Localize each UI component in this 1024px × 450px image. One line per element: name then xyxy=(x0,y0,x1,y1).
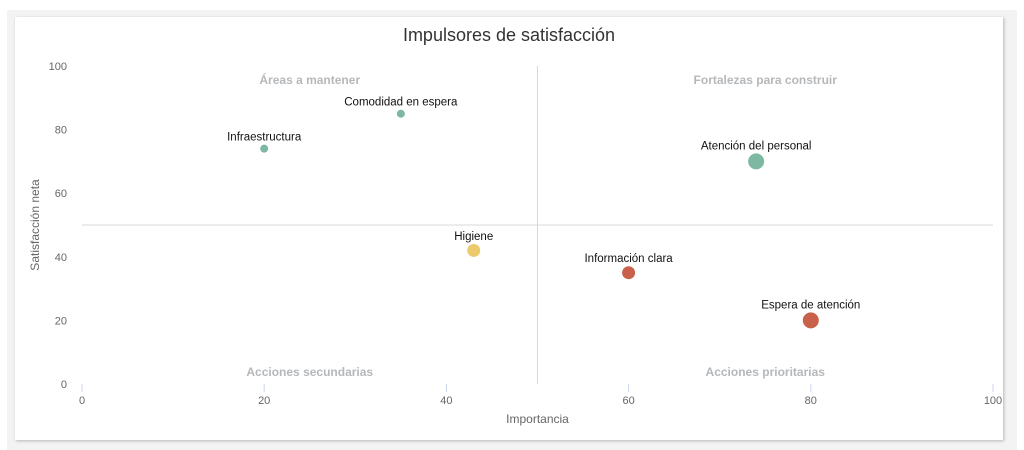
data-point[interactable] xyxy=(396,109,405,118)
y-tick-label: 40 xyxy=(55,252,67,264)
chart-card: Impulsores de satisfacción 0 20 40 60 80 100 0… xyxy=(15,17,1003,440)
x-tick-label: 80 xyxy=(805,395,817,407)
x-tick-label: 0 xyxy=(79,395,85,407)
data-point[interactable] xyxy=(467,243,481,257)
quadrant-label: Acciones prioritarias xyxy=(706,365,826,379)
y-tick-label: 0 xyxy=(61,379,67,391)
x-tick-label: 20 xyxy=(258,395,270,407)
data-point-label: Información clara xyxy=(584,253,673,265)
data-point-label: Atención del personal xyxy=(701,140,812,152)
data-point-label: Comodidad en espera xyxy=(344,97,458,109)
y-tick-label: 80 xyxy=(55,125,67,137)
data-point[interactable] xyxy=(802,312,819,329)
data-point-label: Higiene xyxy=(454,231,493,243)
quadrant-label: Áreas a mantener xyxy=(259,72,360,87)
quadrant-label: Fortalezas para construir xyxy=(694,73,838,87)
y-tick-label: 100 xyxy=(49,61,67,73)
quadrant-label: Acciones secundarias xyxy=(246,365,373,379)
data-point[interactable] xyxy=(260,144,269,153)
x-tick-label: 100 xyxy=(984,395,1002,407)
data-point[interactable] xyxy=(622,266,636,280)
x-tick-label: 40 xyxy=(440,395,452,407)
x-axis-label: Importancia xyxy=(506,412,569,426)
y-tick-label: 20 xyxy=(55,315,67,327)
data-point-label: Infraestructura xyxy=(227,132,302,144)
scatter-plot: 0 20 40 60 80 100 0 20 40 60 80 100 Importancia Satis… xyxy=(28,61,1002,426)
x-tick-label: 60 xyxy=(622,395,634,407)
chart-title: Impulsores de satisfacción xyxy=(402,25,616,45)
data-point[interactable] xyxy=(748,153,765,170)
y-tick-label: 60 xyxy=(55,188,67,200)
data-point-label: Espera de atención xyxy=(761,299,860,311)
y-axis-label: Satisfacción neta xyxy=(28,179,42,271)
